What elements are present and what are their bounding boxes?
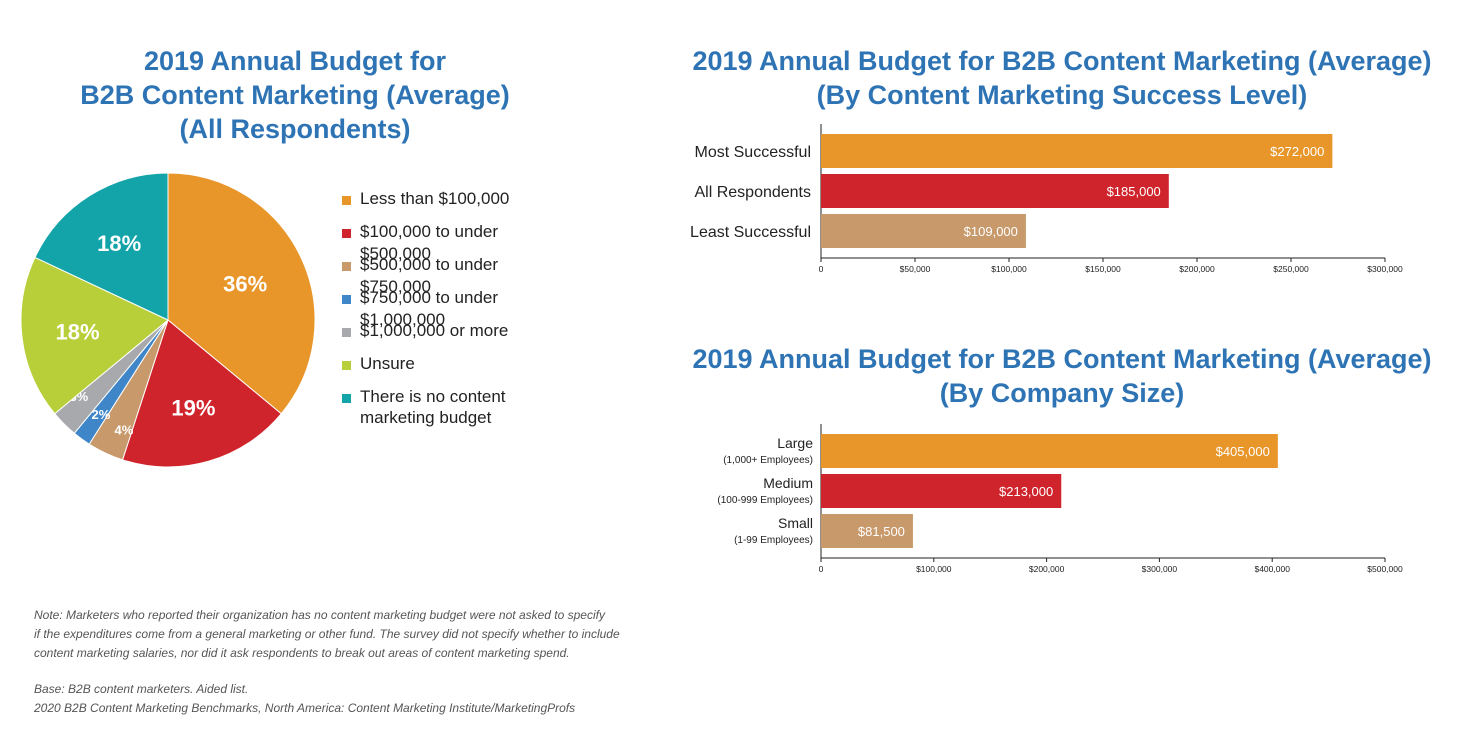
bar-value-label-most-successful: $272,000 bbox=[1270, 144, 1324, 159]
category-sublabel-small: (1-99 Employees) bbox=[734, 535, 813, 546]
note-line-1: Note: Marketers who reported their organ… bbox=[34, 608, 605, 622]
x-tick-label: 0 bbox=[819, 264, 824, 274]
x-tick-label: $200,000 bbox=[1179, 264, 1215, 274]
legend-swatch bbox=[342, 229, 351, 238]
category-sublabel-medium: (100-999 Employees) bbox=[717, 495, 813, 506]
legend-label: There is no content marketing budget bbox=[360, 387, 506, 427]
pie-chart-title: 2019 Annual Budget for B2B Content Marke… bbox=[40, 44, 550, 146]
bar-large bbox=[821, 434, 1278, 468]
bar-small bbox=[821, 514, 913, 548]
category-sublabel-large: (1,000+ Employees) bbox=[723, 455, 813, 466]
legend-label: $500,000 to under $750,000 bbox=[360, 255, 499, 296]
pie-slice-less-than-100-000 bbox=[167, 172, 316, 415]
x-tick-label: $300,000 bbox=[1367, 264, 1403, 274]
bar-least-successful bbox=[821, 214, 1026, 248]
pie-slice-100-000-to-under-500-000 bbox=[121, 319, 282, 468]
x-tick-label: $100,000 bbox=[991, 264, 1027, 274]
note-line-2: if the expenditures come from a general … bbox=[34, 627, 620, 641]
source-note: Base: B2B content marketers. Aided list.… bbox=[34, 680, 734, 718]
x-tick-label: $500,000 bbox=[1367, 564, 1403, 574]
legend-label: $1,000,000 or more bbox=[360, 321, 509, 340]
company-size-bar-chart-title: 2019 Annual Budget for B2B Content Marke… bbox=[672, 342, 1452, 410]
pie-title-line-1: 2019 Annual Budget for bbox=[143, 46, 447, 76]
legend-label: Less than $100,000 bbox=[360, 189, 510, 208]
bar-value-label-least-successful: $109,000 bbox=[964, 224, 1018, 239]
legend-item-1-000-000-or-more: $1,000,000 or more bbox=[340, 320, 550, 353]
category-label-least-successful: Least Successful bbox=[690, 224, 811, 241]
x-tick-label: $250,000 bbox=[1273, 264, 1309, 274]
legend-swatch bbox=[342, 361, 351, 370]
pie-title-line-3: (All Respondents) bbox=[179, 114, 411, 144]
bar-most-successful bbox=[821, 134, 1333, 168]
pie-slice-label-unsure: 18% bbox=[56, 319, 100, 344]
note-line-3: content marketing salaries, nor did it a… bbox=[34, 646, 570, 660]
pie-slice-label-there-is-no-content-marketing-budget: 18% bbox=[97, 231, 141, 256]
legend-swatch bbox=[342, 196, 351, 205]
legend-swatch bbox=[342, 394, 351, 403]
success-level-bar-chart: $272,000 Most Successful $185,000 All Respo… bbox=[690, 124, 1403, 274]
pie-legend: Less than $100,000 $100,000 to under $500… bbox=[340, 188, 550, 428]
pie-title-line-2: B2B Content Marketing (Average) bbox=[80, 80, 510, 110]
bar-value-label-small: $81,500 bbox=[858, 524, 905, 539]
size-title-line-2: (By Company Size) bbox=[939, 378, 1185, 408]
pie-slice-there-is-no-content-marketing-budget bbox=[34, 172, 169, 321]
footnote: Note: Marketers who reported their organ… bbox=[34, 606, 734, 663]
legend-swatch bbox=[342, 262, 351, 271]
legend-item-100-000-to-under-500-000: $100,000 to under $500,000 bbox=[340, 221, 550, 263]
pie-slice-label-less-than-100-000: 36% bbox=[223, 272, 267, 297]
x-tick-label: $200,000 bbox=[1029, 564, 1065, 574]
pie-chart: 36%19%4%2%3%18%18% bbox=[20, 172, 316, 468]
legend-swatch bbox=[342, 328, 351, 337]
bar-medium bbox=[821, 474, 1062, 508]
legend-item-750-000-to-under-1-000-000: $750,000 to under $1,000,000 bbox=[340, 287, 550, 329]
base-line: Base: B2B content marketers. Aided list. bbox=[34, 682, 249, 696]
x-tick-label: $100,000 bbox=[916, 564, 952, 574]
legend-item-less-than-100-000: Less than $100,000 bbox=[340, 188, 550, 221]
source-line: 2020 B2B Content Marketing Benchmarks, N… bbox=[34, 701, 576, 715]
category-label-large: Large bbox=[777, 435, 813, 451]
size-title-line-1: 2019 Annual Budget for B2B Content Marke… bbox=[692, 344, 1432, 374]
legend-label: Unsure bbox=[360, 354, 415, 373]
category-label-small: Small bbox=[778, 515, 813, 531]
x-tick-label: $300,000 bbox=[1142, 564, 1178, 574]
legend-item-there-is-no-content-marketing-budget: There is no content marketing budget bbox=[340, 386, 550, 428]
category-label-most-successful: Most Successful bbox=[695, 144, 811, 161]
legend-item-500-000-to-under-750-000: $500,000 to under $750,000 bbox=[340, 254, 550, 296]
legend-swatch bbox=[342, 295, 351, 304]
category-label-medium: Medium bbox=[763, 475, 813, 491]
success-title-line-2: (By Content Marketing Success Level) bbox=[816, 80, 1308, 110]
success-bar-chart-title: 2019 Annual Budget for B2B Content Marke… bbox=[672, 44, 1452, 112]
success-title-line-1: 2019 Annual Budget for B2B Content Marke… bbox=[692, 46, 1432, 76]
bar-value-label-medium: $213,000 bbox=[999, 484, 1053, 499]
pie-slice-label-500-000-to-under-750-000: 4% bbox=[115, 422, 134, 437]
legend-label: $100,000 to under $500,000 bbox=[360, 222, 499, 263]
pie-slice-label-750-000-to-under-1-000-000: 2% bbox=[91, 407, 110, 422]
bar-value-label-all-respondents: $185,000 bbox=[1107, 184, 1161, 199]
x-tick-label: $50,000 bbox=[900, 264, 931, 274]
legend-item-unsure: Unsure bbox=[340, 353, 550, 386]
bar-value-label-large: $405,000 bbox=[1216, 444, 1270, 459]
x-tick-label: $150,000 bbox=[1085, 264, 1121, 274]
pie-slice-unsure bbox=[20, 256, 169, 415]
bar-all-respondents bbox=[821, 174, 1169, 208]
x-tick-label: $400,000 bbox=[1254, 564, 1290, 574]
pie-slice-label-100-000-to-under-500-000: 19% bbox=[171, 396, 215, 421]
company-size-bar-chart: $405,000 Large (1,000+ Employees) $213,000 M… bbox=[717, 424, 1403, 574]
legend-label: $750,000 to under $1,000,000 bbox=[360, 288, 499, 329]
x-tick-label: 0 bbox=[819, 564, 824, 574]
category-label-all-respondents: All Respondents bbox=[694, 184, 811, 201]
